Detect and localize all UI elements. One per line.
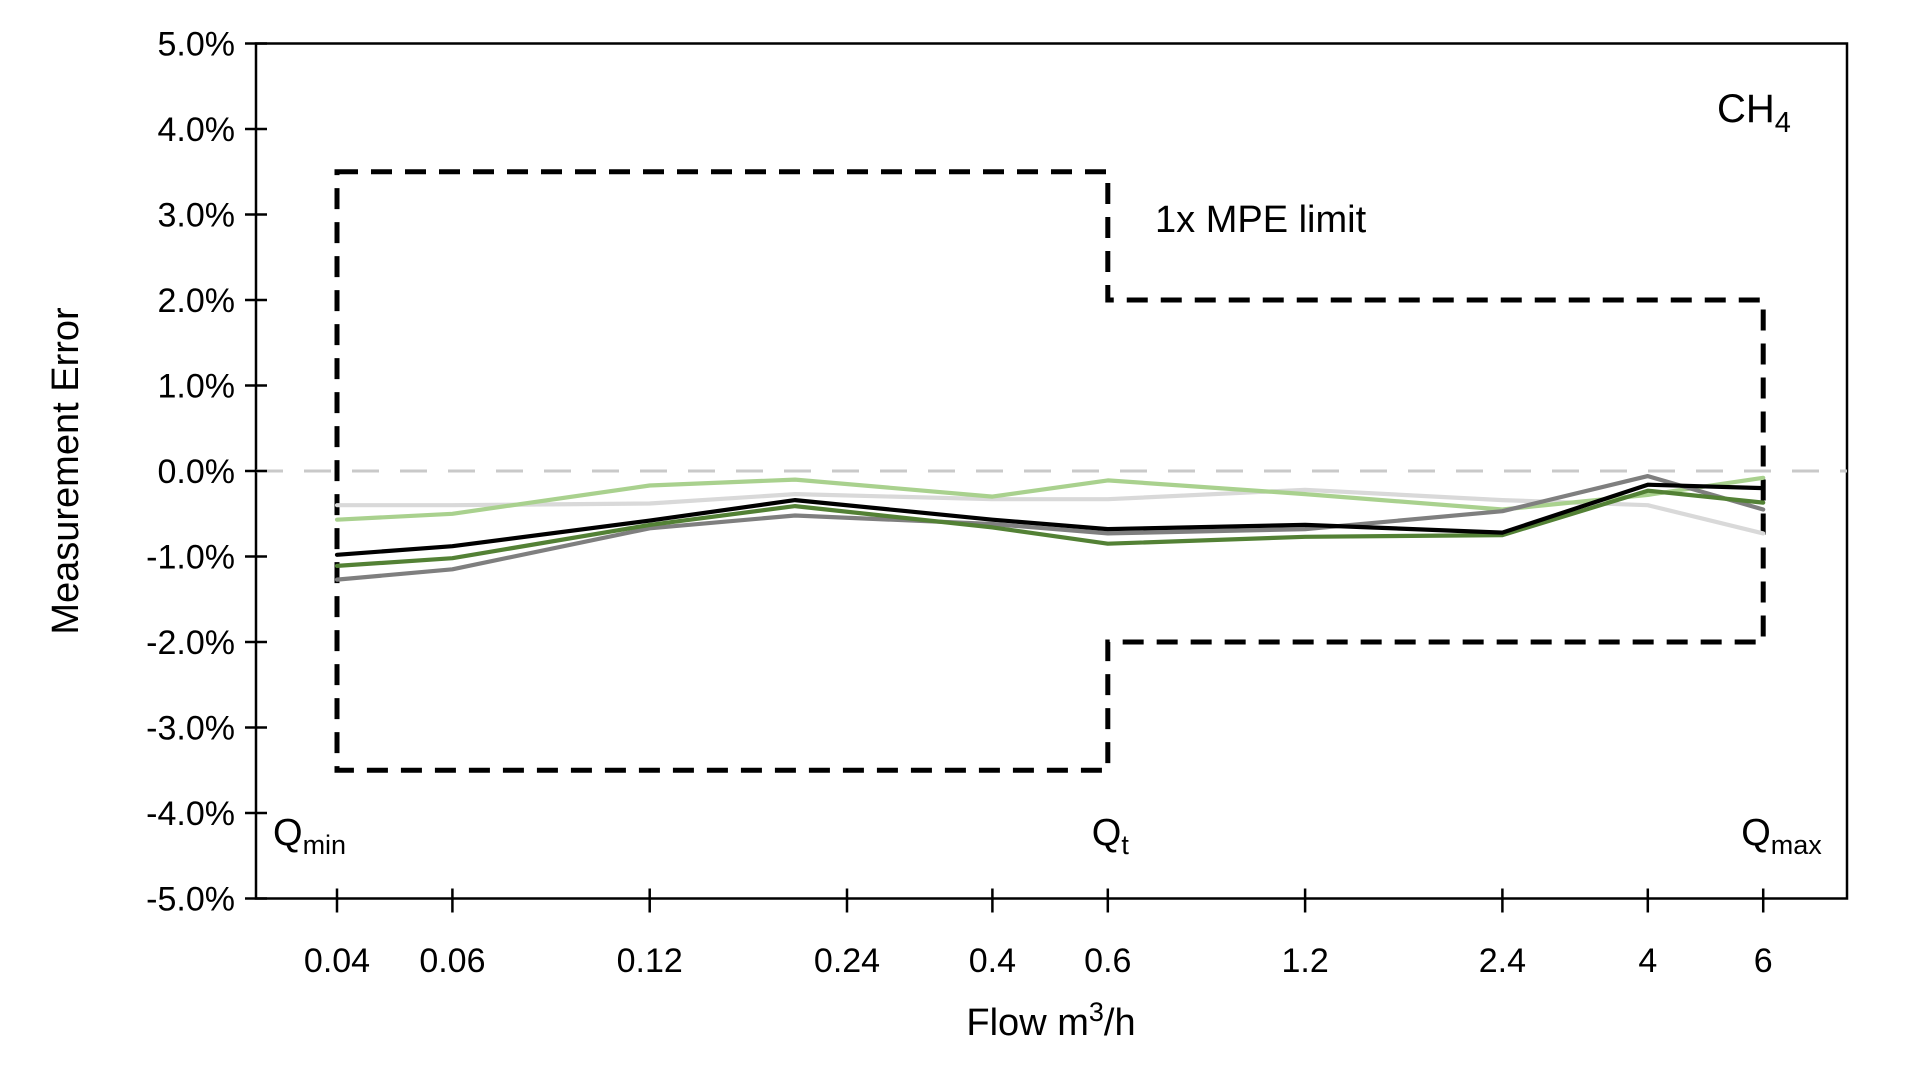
- x-tick-label: 0.4: [969, 942, 1016, 980]
- x-tick-label: 2.4: [1479, 942, 1526, 980]
- y-tick-label: -3.0%: [146, 710, 235, 748]
- annotation-q_max: Qmax: [1741, 812, 1822, 860]
- y-tick-label: 0.0%: [158, 453, 236, 491]
- x-axis-title: Flow m3/h: [966, 997, 1135, 1044]
- y-tick-label: -1.0%: [146, 539, 235, 577]
- y-tick-label: 4.0%: [158, 111, 236, 149]
- x-tick-label: 0.24: [814, 942, 880, 980]
- x-tick-label: 0.06: [419, 942, 485, 980]
- x-axis-ticks: [335, 888, 1765, 913]
- x-tick-label: 6: [1754, 942, 1773, 980]
- data-series-lines: [334, 474, 1766, 582]
- y-tick-label: -5.0%: [146, 881, 235, 919]
- y-tick-label: -2.0%: [146, 624, 235, 662]
- x-axis-tick-labels: 0.04 0.06 0.12 0.24 0.4 0.6 1.2 2.4 4 6: [304, 942, 1773, 980]
- y-tick-label: 5.0%: [158, 26, 236, 64]
- x-tick-label: 1.2: [1281, 942, 1328, 980]
- series-line-run-black: [334, 482, 1766, 557]
- y-tick-label: 2.0%: [158, 282, 236, 320]
- x-tick-label: 0.12: [617, 942, 683, 980]
- series-line-run-medium-gray: [334, 474, 1766, 582]
- y-tick-label: 1.0%: [158, 368, 236, 406]
- y-tick-label: 3.0%: [158, 197, 236, 235]
- y-axis-title: Measurement Error: [45, 307, 87, 635]
- x-tick-label: 0.04: [304, 942, 370, 980]
- series-line-run-light-green: [334, 475, 1766, 522]
- y-axis-tick-labels: 5.0% 4.0% 3.0% 2.0% 1.0% 0.0% -1.0% -2.0% -3.0% -…: [146, 26, 235, 919]
- flow-zone-annotations: Qmin Qt Qmax: [273, 812, 1822, 860]
- mpe-limit-label: 1x MPE limit: [1155, 199, 1367, 241]
- x-tick-label: 0.6: [1084, 942, 1131, 980]
- x-tick-label: 4: [1638, 942, 1657, 980]
- y-axis-ticks: [245, 42, 267, 900]
- y-tick-label: -4.0%: [146, 795, 235, 833]
- chart-title-ch4: CH4: [1717, 87, 1791, 139]
- series-line-run-dark-green: [334, 488, 1766, 569]
- annotation-q_min: Qmin: [273, 812, 346, 860]
- annotation-q_t: Qt: [1092, 812, 1130, 860]
